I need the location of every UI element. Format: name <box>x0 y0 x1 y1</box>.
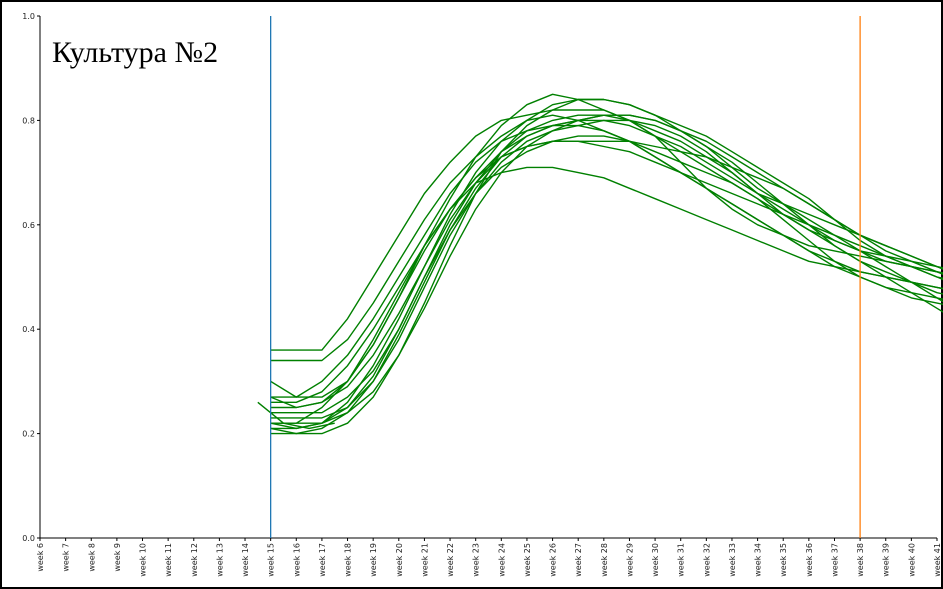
series-line <box>270 119 943 435</box>
x-tick-label: week 26 <box>549 543 558 577</box>
x-tick-label: week 30 <box>651 543 660 577</box>
series-line <box>270 166 943 424</box>
x-tick-label: week 11 <box>164 543 173 577</box>
x-tick-label: week 13 <box>215 543 224 577</box>
x-tick-label: week 8 <box>87 543 96 572</box>
series-line <box>270 114 943 424</box>
x-tick-label: week 35 <box>779 543 788 577</box>
series-line <box>270 114 943 409</box>
x-tick-label: week 24 <box>497 543 506 577</box>
x-tick-label: week 19 <box>369 543 378 577</box>
x-tick-label: week 33 <box>728 543 737 577</box>
series-line <box>270 140 943 409</box>
x-tick-label: week 15 <box>267 543 276 577</box>
x-tick-label: week 28 <box>600 543 609 577</box>
series-line <box>270 119 943 419</box>
x-tick-label: week 12 <box>190 543 199 577</box>
x-tick-label: week 32 <box>702 543 711 577</box>
x-tick-label: week 9 <box>113 543 122 572</box>
x-tick-label: week 17 <box>318 543 327 577</box>
x-tick-label: week 21 <box>420 543 429 577</box>
axes <box>39 16 937 539</box>
x-tick-label: week 16 <box>292 543 301 577</box>
y-tick-label: 0.0 <box>22 534 35 543</box>
series-line <box>270 114 943 403</box>
y-tick-label: 0.2 <box>22 430 35 439</box>
x-tick-label: week 7 <box>62 543 71 572</box>
series-line <box>270 98 943 435</box>
series-line <box>270 135 943 414</box>
y-tick-label: 0.8 <box>22 116 35 125</box>
x-tick-label: week 38 <box>856 543 865 577</box>
series-line <box>270 93 943 398</box>
series-line <box>270 140 943 430</box>
y-tick-label: 0.4 <box>22 325 35 334</box>
x-tick-label: week 41 <box>933 543 942 577</box>
series-line <box>270 109 943 351</box>
x-tick-label: week 31 <box>677 543 686 577</box>
chart-title: Культура №2 <box>52 36 218 69</box>
x-tick-label: week 36 <box>805 543 814 577</box>
x-tick-label: week 27 <box>574 543 583 577</box>
series-layer <box>257 93 943 435</box>
x-tick-label: week 18 <box>344 543 353 577</box>
x-tick-label: week 23 <box>472 543 481 577</box>
x-tick-label: week 25 <box>523 543 532 577</box>
x-tick-label: week 37 <box>830 543 839 577</box>
x-tick-label: week 14 <box>241 543 250 577</box>
x-tick-label: week 6 <box>36 543 45 572</box>
x-tick-label: week 39 <box>882 543 891 577</box>
x-tick-label: week 22 <box>446 543 455 577</box>
tick-layer: 0.0 0.2 0.4 0.6 0.8 1.0 week 6 week 7 week 8 week… <box>22 12 942 577</box>
x-tick-label: week 34 <box>754 543 763 577</box>
x-tick-label: week 20 <box>395 543 404 577</box>
x-tick-label: week 40 <box>907 543 916 577</box>
y-tick-label: 1.0 <box>22 12 35 21</box>
x-tick-label: week 10 <box>139 543 148 577</box>
y-tick-label: 0.6 <box>22 221 35 230</box>
x-tick-label: week 29 <box>625 543 634 577</box>
vline-layer <box>270 16 861 538</box>
